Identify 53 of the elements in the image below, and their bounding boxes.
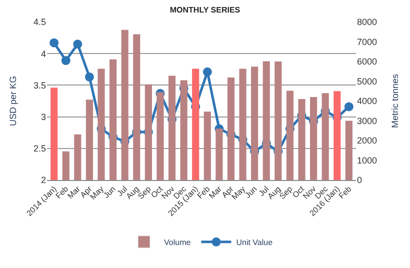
bar	[156, 92, 164, 180]
y2-tick-label: 3000	[357, 116, 378, 126]
y-tick-label: 3.5	[33, 80, 46, 90]
y2-tick-label: 1000	[357, 155, 378, 166]
bar	[144, 84, 152, 180]
x-tick-label: Feb	[337, 184, 354, 201]
bar	[180, 80, 188, 180]
bar	[239, 68, 246, 180]
bar	[86, 100, 93, 180]
y2-tick-label: 5000	[357, 76, 378, 86]
y2-tick-label: 8000	[357, 17, 378, 28]
bar	[121, 30, 128, 180]
bar	[133, 34, 140, 180]
legend-label: Unit Value	[236, 238, 274, 248]
point	[61, 56, 70, 66]
y-tick-label: 3	[40, 112, 46, 122]
y-axis-title: USD per KG	[8, 76, 18, 126]
bar	[98, 68, 105, 180]
bar	[298, 99, 306, 180]
bar	[110, 59, 117, 180]
bar	[168, 76, 176, 180]
bar	[192, 68, 200, 180]
point	[344, 102, 354, 112]
legend-label: Volume	[164, 238, 192, 248]
bar	[251, 66, 258, 180]
y2-tick-label: 4000	[357, 96, 378, 106]
bar	[274, 62, 282, 180]
point	[73, 40, 82, 49]
bar	[216, 128, 223, 180]
y2-tick-label: 7000	[357, 36, 378, 47]
bar	[310, 97, 318, 180]
bar	[74, 134, 82, 180]
bar	[286, 90, 294, 180]
y-tick-label: 2.5	[33, 144, 46, 154]
bar	[262, 61, 270, 180]
bar	[334, 91, 341, 180]
y-tick-label: 2	[40, 175, 46, 186]
y-tick-label: 4.5	[33, 17, 46, 28]
point	[202, 67, 212, 76]
bar	[62, 151, 70, 180]
point	[50, 38, 59, 48]
bar	[322, 93, 329, 180]
bar	[227, 78, 235, 180]
chart-title: MONTHLY SERIES	[170, 5, 241, 14]
point	[84, 72, 94, 82]
bar	[50, 88, 58, 180]
y-tick-label: 4	[40, 48, 46, 59]
bar	[204, 112, 211, 180]
bar	[345, 120, 352, 180]
y2-tick-label: 2000	[357, 136, 378, 146]
y2-tick-label: 6000	[357, 56, 378, 67]
y2-axis-title: Metric tonnes	[390, 73, 400, 128]
y2-tick-label: 0	[357, 175, 362, 186]
